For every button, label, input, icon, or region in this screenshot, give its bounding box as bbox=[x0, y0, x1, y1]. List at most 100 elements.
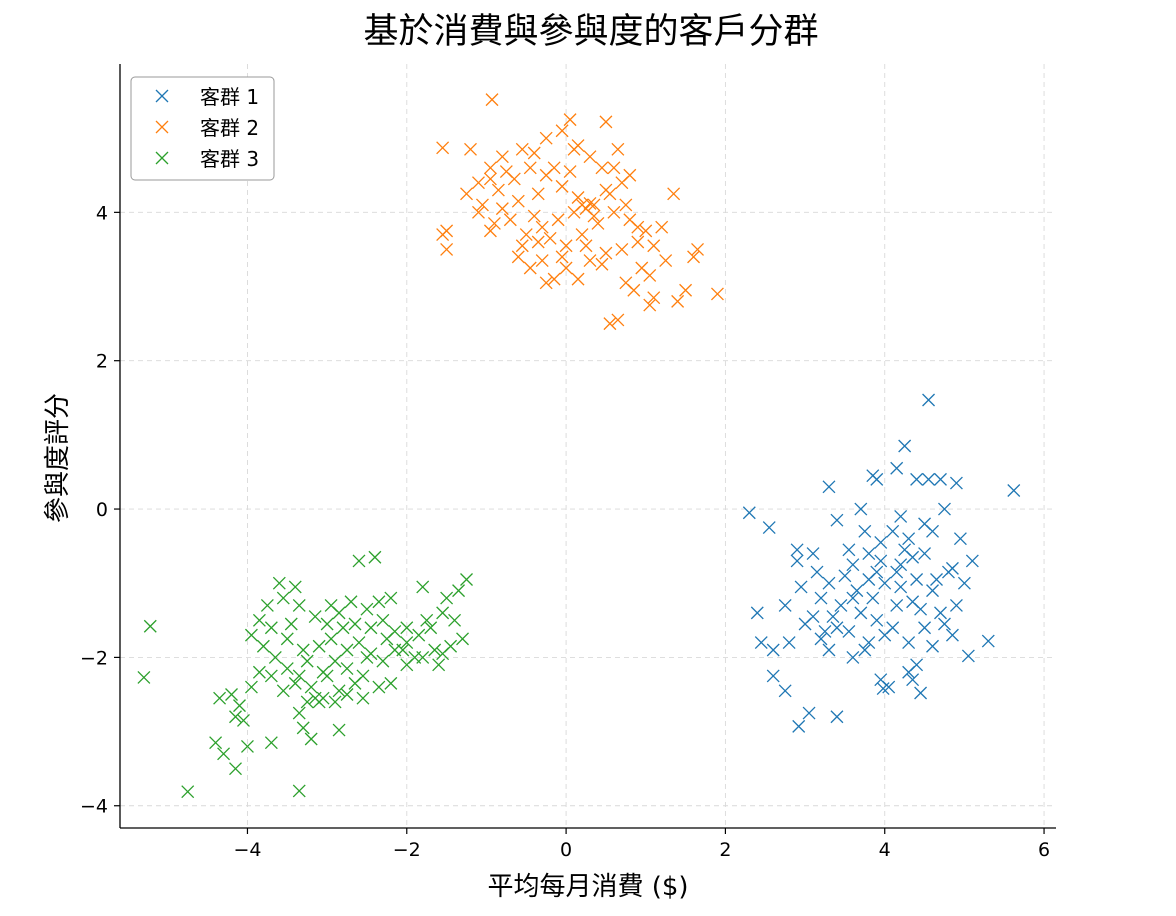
data-point bbox=[547, 272, 561, 286]
data-point bbox=[599, 115, 613, 129]
data-point bbox=[499, 165, 513, 179]
data-point bbox=[336, 621, 350, 635]
data-point bbox=[862, 547, 876, 561]
data-point bbox=[460, 573, 473, 586]
data-point bbox=[288, 580, 302, 594]
y-axis-label: 參與度評分 bbox=[43, 393, 73, 523]
data-point bbox=[352, 636, 366, 650]
data-point bbox=[846, 591, 860, 605]
y-tick-label: −2 bbox=[80, 647, 108, 669]
data-point bbox=[240, 739, 254, 753]
data-point bbox=[631, 220, 645, 234]
data-point bbox=[264, 621, 278, 635]
chart-title: 基於消費與參與度的客戶分群 bbox=[363, 12, 818, 52]
data-point bbox=[440, 242, 454, 256]
data-point bbox=[583, 196, 597, 210]
y-tick-label: 2 bbox=[96, 351, 108, 373]
data-point bbox=[647, 239, 661, 253]
data-point bbox=[137, 670, 151, 684]
data-point bbox=[424, 621, 438, 635]
data-point bbox=[854, 502, 868, 516]
data-point bbox=[515, 142, 529, 156]
data-point bbox=[846, 650, 860, 664]
data-point bbox=[495, 202, 509, 216]
data-point bbox=[949, 599, 963, 612]
data-point bbox=[611, 142, 625, 156]
data-point bbox=[485, 93, 499, 107]
data-point bbox=[340, 662, 354, 675]
legend-marker bbox=[155, 89, 169, 103]
data-point bbox=[778, 599, 792, 612]
data-point bbox=[930, 573, 943, 586]
data-point bbox=[790, 543, 804, 557]
data-point bbox=[312, 639, 326, 653]
data-point bbox=[372, 595, 386, 609]
x-tick-label: −2 bbox=[393, 839, 421, 861]
data-point bbox=[539, 131, 553, 145]
data-point bbox=[559, 239, 573, 253]
data-point bbox=[352, 554, 366, 568]
legend: 客群 1 客群 2 客群 3 bbox=[130, 76, 275, 181]
data-point bbox=[483, 224, 497, 238]
data-point bbox=[782, 636, 796, 650]
data-point bbox=[567, 205, 581, 219]
data-point bbox=[511, 194, 525, 208]
series-3 bbox=[137, 550, 473, 799]
data-point bbox=[615, 242, 629, 256]
data-point bbox=[587, 209, 601, 223]
data-point bbox=[906, 673, 920, 687]
data-point bbox=[324, 599, 338, 612]
data-point bbox=[961, 649, 975, 663]
y-tick-label: −4 bbox=[80, 796, 108, 818]
data-point bbox=[876, 682, 890, 696]
data-point bbox=[902, 636, 916, 650]
series-1 bbox=[742, 393, 1021, 733]
data-point bbox=[830, 513, 844, 527]
data-point bbox=[252, 665, 266, 679]
data-point bbox=[535, 254, 549, 268]
data-point bbox=[579, 239, 593, 253]
data-point bbox=[599, 183, 613, 197]
data-point bbox=[436, 647, 450, 661]
data-point bbox=[659, 254, 673, 268]
data-point bbox=[440, 591, 454, 605]
data-point bbox=[284, 617, 298, 631]
data-point bbox=[372, 680, 386, 694]
data-point bbox=[945, 561, 959, 575]
data-point bbox=[264, 669, 278, 683]
data-point bbox=[926, 524, 939, 538]
data-point bbox=[495, 150, 509, 164]
data-point bbox=[408, 650, 422, 664]
data-point bbox=[340, 643, 354, 657]
data-point bbox=[655, 220, 669, 234]
data-point bbox=[945, 628, 959, 642]
data-point bbox=[778, 684, 792, 698]
data-point bbox=[850, 584, 864, 598]
legend-items: 客群 1 客群 2 客群 3 bbox=[155, 85, 259, 171]
data-point bbox=[464, 142, 477, 156]
data-point bbox=[260, 599, 274, 612]
data-point bbox=[949, 476, 963, 490]
data-point bbox=[762, 521, 776, 535]
data-point bbox=[902, 532, 916, 546]
data-point bbox=[308, 691, 322, 705]
data-point bbox=[268, 650, 282, 664]
data-point bbox=[918, 547, 932, 561]
data-point bbox=[842, 624, 856, 638]
data-point bbox=[599, 246, 613, 260]
data-point bbox=[340, 688, 354, 701]
data-point bbox=[667, 187, 681, 201]
data-point bbox=[890, 599, 904, 612]
data-point bbox=[304, 680, 318, 694]
data-point bbox=[551, 213, 565, 227]
data-point bbox=[300, 695, 314, 709]
data-point bbox=[252, 613, 266, 627]
data-point bbox=[483, 161, 497, 175]
data-point bbox=[750, 606, 764, 620]
data-point bbox=[296, 643, 310, 657]
data-point bbox=[822, 643, 836, 657]
data-point bbox=[938, 617, 951, 631]
data-point bbox=[448, 613, 462, 627]
data-point bbox=[436, 141, 450, 155]
